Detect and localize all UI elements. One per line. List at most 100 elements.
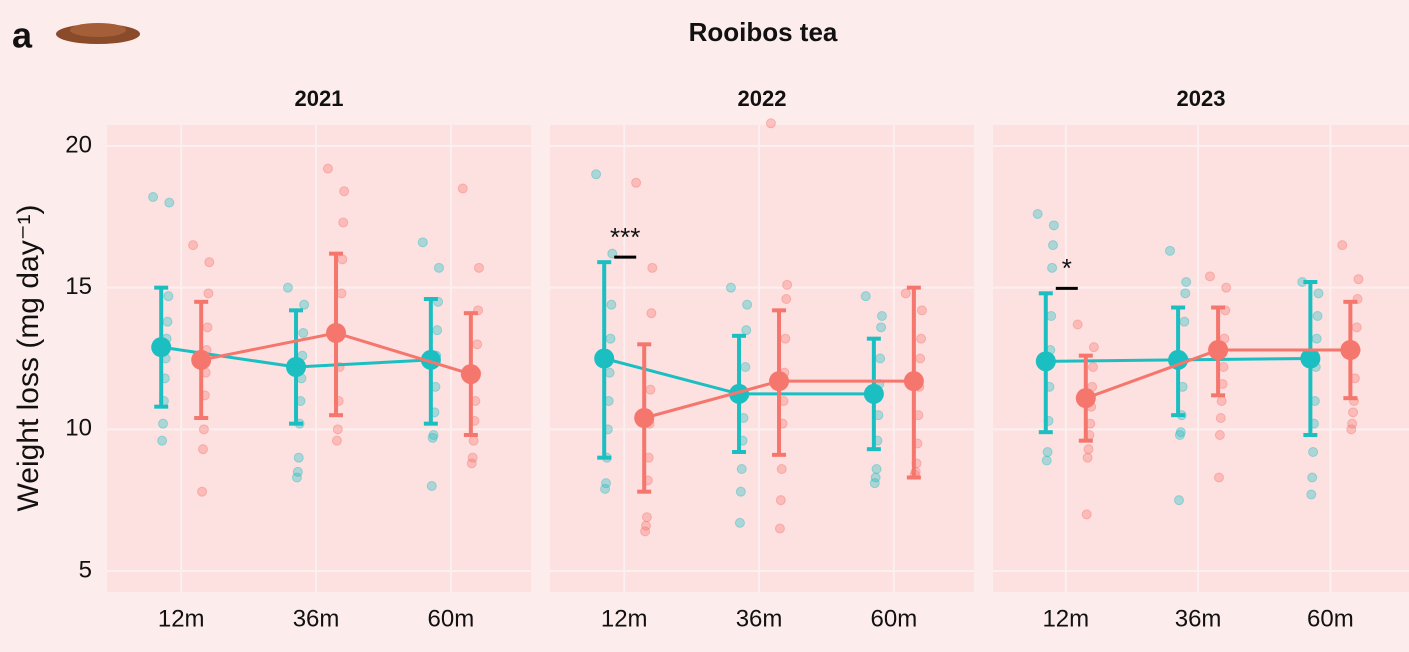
jitter-point (1083, 444, 1094, 455)
significance-label: * (1062, 253, 1072, 283)
jitter-point (204, 257, 215, 268)
jitter-point (1174, 430, 1185, 441)
mean-point (863, 383, 884, 404)
jitter-point (1218, 362, 1229, 373)
jitter-point (472, 339, 483, 350)
y-tick-label: 20 (65, 131, 92, 158)
jitter-point (1173, 495, 1184, 506)
jitter-point (339, 186, 350, 197)
jitter-point (1042, 447, 1053, 458)
jitter-point (869, 478, 880, 489)
jitter-point (1312, 310, 1323, 321)
jitter-point (860, 291, 871, 302)
jitter-point (1214, 430, 1225, 441)
jitter-point (740, 362, 751, 373)
jitter-point (606, 299, 617, 310)
jitter-point (432, 325, 443, 336)
mean-point (634, 408, 655, 429)
jitter-point (1353, 274, 1364, 285)
jitter-point (197, 486, 208, 497)
jitter-point (1180, 288, 1191, 299)
jitter-point (1348, 407, 1359, 418)
jitter-point (604, 367, 615, 378)
jitter-point (1346, 424, 1357, 435)
jitter-point (291, 472, 302, 483)
jitter-point (292, 466, 303, 477)
jitter-point (781, 293, 792, 304)
jitter-point (1081, 509, 1092, 520)
jitter-point (915, 353, 926, 364)
facet-title: 2022 (738, 86, 787, 111)
jitter-point (426, 481, 437, 492)
jitter-point (466, 458, 477, 469)
mean-point (594, 348, 615, 369)
jitter-point (591, 169, 602, 180)
facet-title: 2023 (1177, 86, 1226, 111)
jitter-point (1313, 288, 1324, 299)
jitter-point (293, 452, 304, 463)
jitter-point (1048, 240, 1058, 251)
jitter-point (1337, 240, 1348, 251)
jitter-point (1082, 452, 1093, 463)
jitter-point (780, 333, 791, 344)
jitter-point (148, 191, 159, 202)
x-tick-label: 12m (1042, 605, 1089, 632)
jitter-point (742, 299, 753, 310)
jitter-point (1213, 472, 1224, 483)
jitter-point (198, 424, 209, 435)
jitter-point (741, 325, 752, 336)
mean-point (729, 383, 750, 404)
jitter-point (1047, 262, 1058, 273)
x-tick-label: 60m (871, 605, 918, 632)
jitter-point (916, 305, 927, 316)
jitter-point (916, 333, 927, 344)
x-tick-label: 12m (158, 605, 205, 632)
jitter-point (640, 526, 651, 537)
jitter-point (433, 262, 444, 273)
jitter-point (427, 432, 438, 443)
jitter-point (1181, 276, 1192, 287)
jitter-point (1351, 322, 1362, 333)
jitter-point (467, 452, 478, 463)
jitter-point (776, 464, 787, 475)
jitter-point (900, 288, 911, 299)
jitter-point (775, 495, 786, 506)
jitter-point (336, 288, 347, 299)
jitter-point (203, 288, 214, 299)
jitter-point (876, 310, 887, 321)
mean-point (769, 371, 790, 392)
jitter-point (605, 333, 616, 344)
jitter-point (1048, 220, 1059, 231)
jitter-point (735, 486, 746, 497)
mean-point (1340, 339, 1361, 360)
panel-label: a (12, 15, 33, 56)
figure-title: Rooibos tea (689, 17, 838, 47)
x-tick-label: 60m (428, 605, 475, 632)
jitter-point (468, 435, 479, 446)
jitter-point (322, 163, 333, 174)
y-axis-label: Weight loss (mg day⁻¹) (12, 204, 45, 511)
x-tick-label: 12m (601, 605, 648, 632)
jitter-point (428, 430, 439, 441)
jitter-point (417, 237, 428, 248)
jitter-point (1041, 455, 1052, 466)
jitter-point (299, 299, 310, 310)
facet-title: 2021 (295, 86, 344, 111)
jitter-point (282, 282, 293, 293)
mean-point (903, 371, 924, 392)
jitter-point (157, 435, 168, 446)
jitter-point (1308, 447, 1319, 458)
jitter-point (1046, 310, 1057, 321)
jitter-point (774, 523, 785, 534)
y-tick-label: 10 (65, 415, 92, 442)
jitter-point (600, 483, 611, 494)
jitter-point (1072, 319, 1083, 330)
mean-point (1075, 388, 1096, 409)
jitter-point (163, 291, 174, 302)
jitter-point (875, 353, 886, 364)
jitter-point (1221, 282, 1232, 293)
y-tick-label: 5 (79, 556, 92, 583)
jitter-point (1306, 489, 1317, 500)
jitter-point (1032, 208, 1043, 219)
jitter-point (473, 262, 484, 273)
